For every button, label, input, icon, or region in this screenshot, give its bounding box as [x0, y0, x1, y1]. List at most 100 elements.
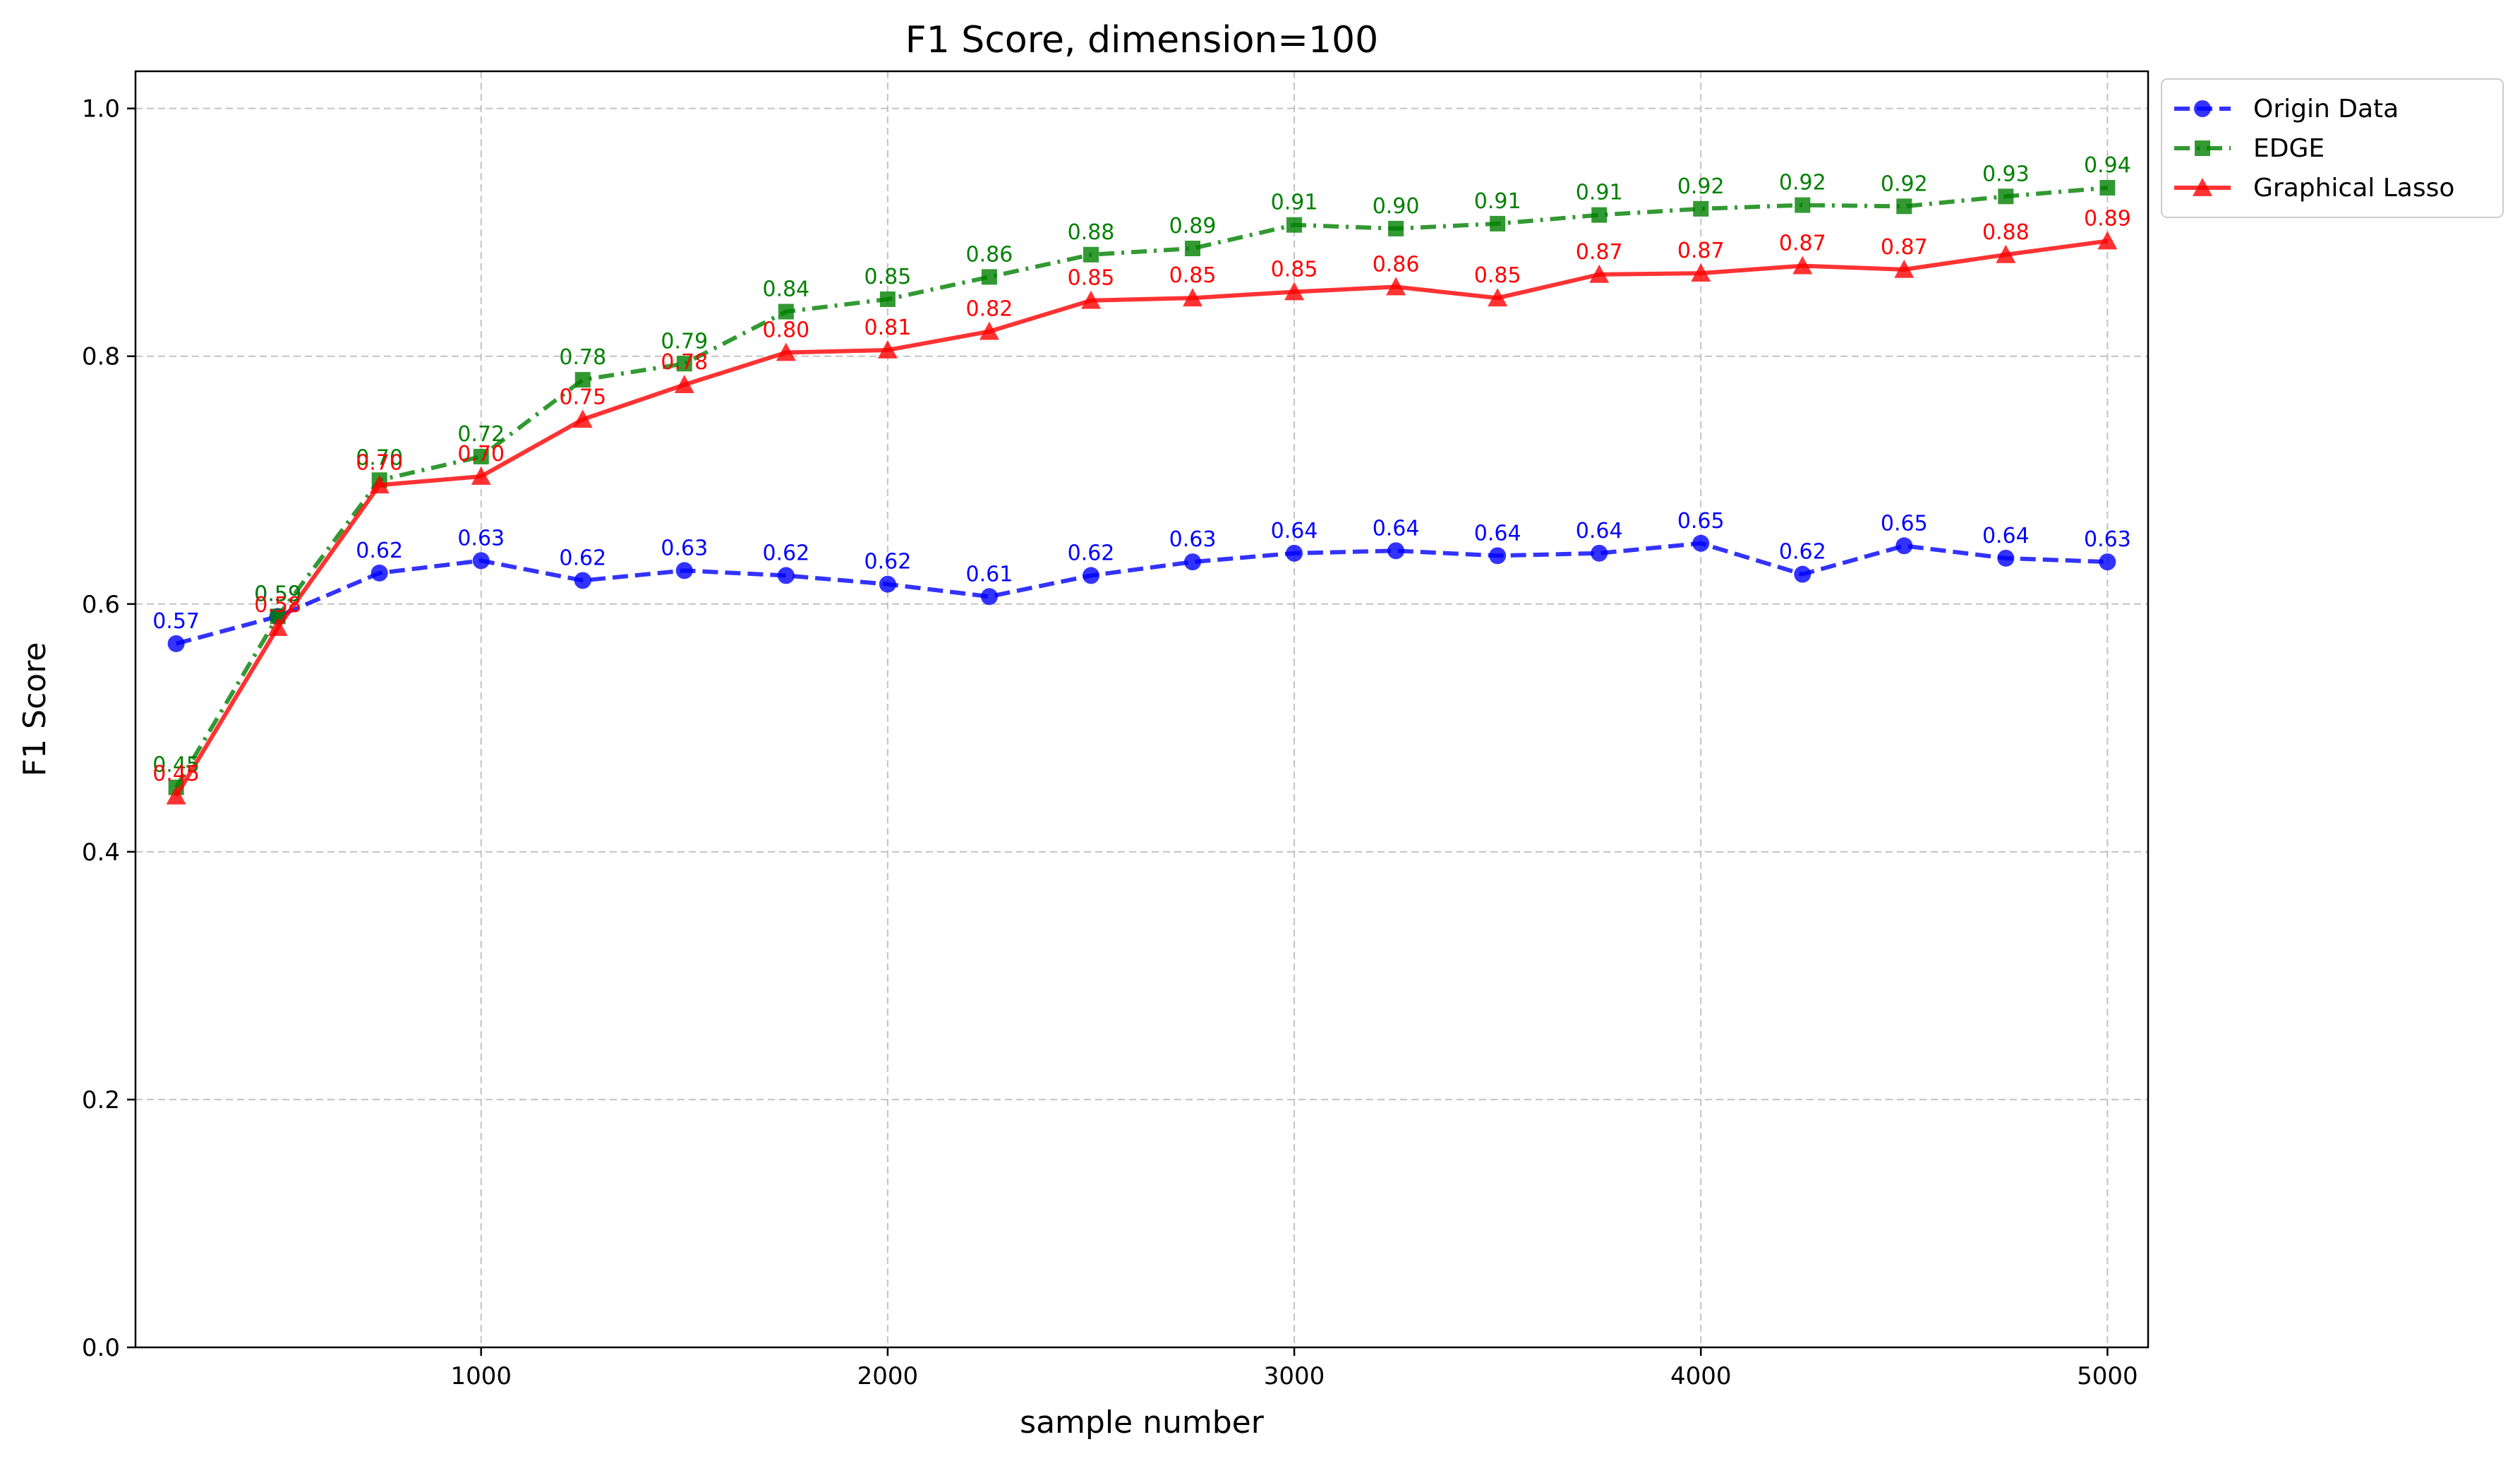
y-axis-title: F1 Score [17, 642, 53, 777]
data-point-edge [1896, 198, 1912, 215]
data-point-graphical-lasso [1691, 263, 1711, 282]
data-point-edge [1185, 241, 1201, 257]
data-label-edge: 0.91 [1576, 181, 1623, 205]
data-label-edge: 0.78 [559, 345, 606, 370]
legend-item-origin-data: Origin Data [2174, 95, 2399, 124]
data-point-graphical-lasso [1792, 255, 1813, 275]
legend-item-edge: EDGE [2174, 134, 2325, 163]
data-point-graphical-lasso [776, 342, 796, 361]
data-point-edge [1998, 188, 2014, 205]
data-label-origin-data: 0.57 [152, 609, 200, 634]
data-point-graphical-lasso [1183, 288, 1203, 307]
data-point-origin-data [1489, 547, 1507, 565]
data-label-graphical-lasso: 0.58 [254, 593, 301, 618]
data-point-graphical-lasso [877, 339, 898, 359]
data-label-edge: 0.90 [1373, 194, 1420, 219]
data-label-origin-data: 0.59 [254, 582, 301, 606]
data-point-origin-data [2099, 553, 2116, 571]
data-label-edge: 0.91 [1474, 189, 1521, 214]
plot-area-frame [134, 70, 2150, 1349]
legend-marker-graphical-lasso [2193, 178, 2212, 196]
chart-title: F1 Score, dimension=100 [905, 19, 1378, 61]
data-label-edge: 0.79 [661, 329, 708, 354]
data-point-edge [1490, 215, 1506, 232]
data-point-graphical-lasso [1996, 244, 2016, 263]
data-point-edge [1286, 217, 1303, 233]
legend: Origin Data EDGE Graphical Lasso [2161, 78, 2504, 218]
data-point-origin-data [167, 635, 185, 652]
data-label-graphical-lasso: 0.87 [1677, 239, 1725, 263]
data-point-origin-data [1184, 553, 1202, 571]
data-point-graphical-lasso [369, 475, 390, 494]
data-point-origin-data [1082, 567, 1099, 584]
data-label-graphical-lasso: 0.78 [661, 350, 708, 375]
data-point-graphical-lasso [979, 321, 999, 340]
data-label-graphical-lasso: 0.87 [1779, 232, 1826, 256]
data-label-graphical-lasso: 0.70 [356, 450, 403, 475]
data-point-graphical-lasso [2097, 231, 2118, 250]
data-point-graphical-lasso [166, 786, 186, 805]
series-graphical-lasso [166, 231, 2118, 805]
data-label-edge: 0.59 [254, 582, 301, 606]
data-label-origin-data: 0.64 [1373, 516, 1420, 541]
data-label-edge: 0.70 [356, 445, 403, 470]
data-label-origin-data: 0.62 [1068, 541, 1115, 565]
y-tick-label: 0.6 [82, 591, 120, 619]
series-line-graphical-lasso [174, 239, 2108, 798]
x-tick-label: 5000 [2077, 1362, 2138, 1390]
data-label-graphical-lasso: 0.86 [1373, 252, 1420, 277]
data-label-origin-data: 0.63 [457, 526, 505, 551]
data-point-graphical-lasso [1589, 264, 1610, 283]
data-label-graphical-lasso: 0.45 [152, 762, 200, 786]
data-label-graphical-lasso: 0.82 [966, 297, 1013, 322]
data-point-graphical-lasso [267, 618, 288, 637]
data-label-graphical-lasso: 0.85 [1474, 263, 1521, 288]
data-label-origin-data: 0.63 [1169, 527, 1217, 552]
data-label-origin-data: 0.62 [864, 550, 912, 575]
data-label-edge: 0.72 [457, 422, 505, 447]
data-point-origin-data [879, 575, 896, 593]
y-tick-label: 0.0 [82, 1334, 120, 1362]
grid [135, 71, 2148, 1348]
legend-box [2161, 78, 2504, 218]
data-label-origin-data: 0.62 [762, 541, 809, 565]
data-point-origin-data [1286, 544, 1303, 562]
data-point-origin-data [472, 552, 490, 570]
data-point-edge [1083, 246, 1099, 263]
data-point-edge [1693, 200, 1709, 217]
data-point-origin-data [1794, 565, 1811, 583]
data-point-edge [1795, 197, 1811, 213]
data-label-origin-data: 0.65 [1881, 511, 1928, 536]
data-label-graphical-lasso: 0.81 [864, 315, 912, 340]
series-line-origin-data [175, 541, 2108, 646]
data-point-edge [2099, 180, 2116, 196]
data-label-origin-data: 0.61 [966, 562, 1013, 587]
data-label-edge: 0.45 [152, 753, 200, 778]
data-label-graphical-lasso: 0.87 [1881, 235, 1928, 260]
data-point-graphical-lasso [1080, 290, 1101, 309]
data-label-graphical-lasso: 0.87 [1576, 240, 1623, 265]
data-point-edge [981, 269, 997, 285]
y-tick-label: 0.2 [82, 1086, 120, 1114]
data-point-origin-data [1591, 544, 1608, 562]
data-label-origin-data: 0.64 [1271, 519, 1318, 543]
data-label-graphical-lasso: 0.89 [2084, 206, 2131, 231]
data-point-graphical-lasso [1894, 259, 1915, 278]
data-label-origin-data: 0.64 [1474, 521, 1521, 546]
data-label-edge: 0.88 [1068, 220, 1115, 245]
series-line-edge [174, 186, 2108, 789]
data-labels: 0.57 0.59 0.62 0.63 0.62 0.63 0.62 0.62 0.61 0.62… [152, 153, 2131, 786]
data-label-graphical-lasso: 0.75 [559, 385, 606, 409]
series-edge [168, 180, 2116, 795]
legend-label-graphical-lasso: Graphical Lasso [2253, 174, 2454, 203]
data-point-graphical-lasso [1386, 277, 1406, 296]
data-label-graphical-lasso: 0.85 [1068, 266, 1115, 291]
data-label-edge: 0.84 [762, 277, 809, 302]
data-point-graphical-lasso [471, 466, 491, 485]
series-layer [166, 180, 2118, 805]
x-tick-label: 2000 [857, 1362, 919, 1390]
data-point-edge [778, 303, 794, 320]
data-point-edge [879, 291, 896, 307]
data-label-graphical-lasso: 0.85 [1169, 263, 1217, 288]
